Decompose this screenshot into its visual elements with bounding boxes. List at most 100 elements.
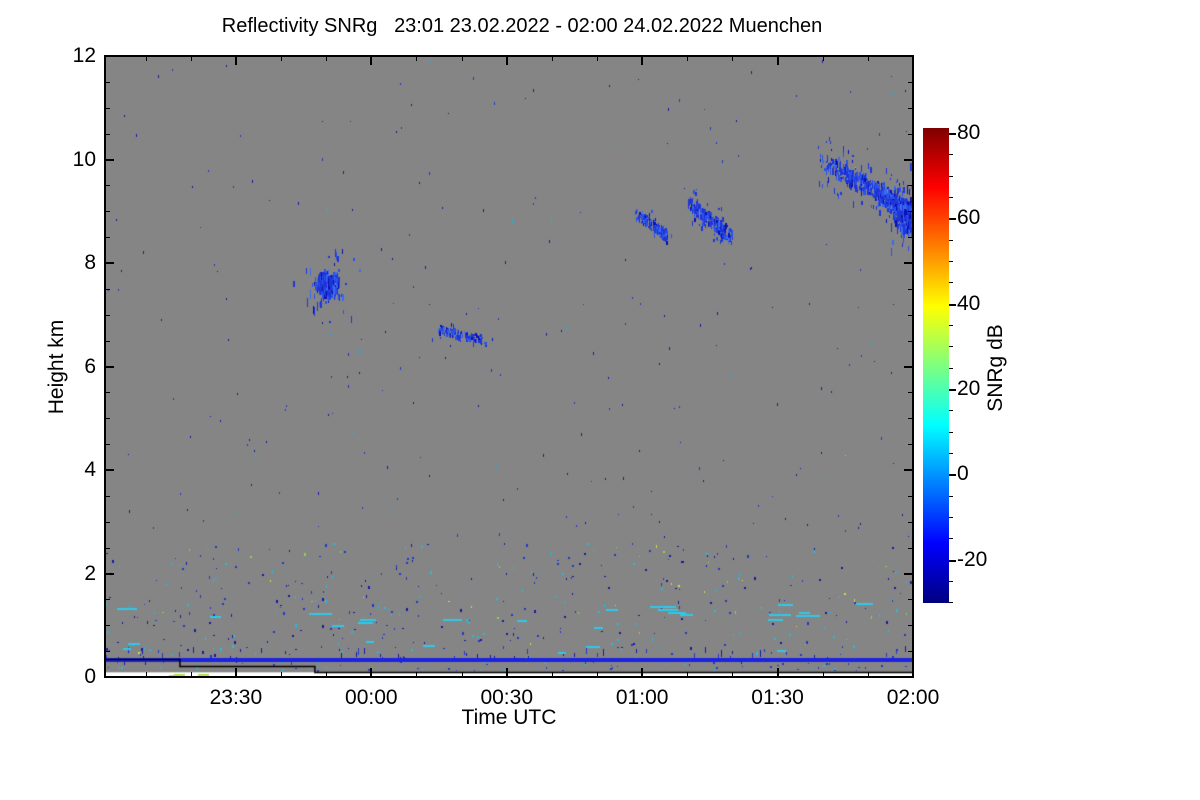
x-minor-tick bbox=[822, 57, 824, 61]
x-minor-tick bbox=[190, 57, 192, 61]
y-tick-label: 2 bbox=[84, 561, 96, 585]
colorbar-tick bbox=[949, 367, 953, 369]
x-minor-tick bbox=[597, 672, 599, 676]
x-minor-tick bbox=[732, 57, 734, 61]
y-minor-tick bbox=[908, 418, 912, 420]
colorbar-tick bbox=[949, 474, 956, 477]
y-minor-tick bbox=[908, 340, 912, 342]
colorbar-tick bbox=[949, 133, 956, 136]
y-minor-tick bbox=[106, 185, 110, 187]
colorbar-tick-label: 40 bbox=[957, 291, 981, 315]
x-minor-tick bbox=[597, 57, 599, 61]
y-minor-tick bbox=[908, 547, 912, 549]
x-minor-tick bbox=[190, 672, 192, 676]
y-minor-tick bbox=[106, 625, 110, 627]
x-minor-tick bbox=[551, 57, 553, 61]
x-minor-tick bbox=[461, 672, 463, 676]
y-tick bbox=[904, 572, 912, 575]
y-minor-tick bbox=[106, 314, 110, 316]
colorbar-tick bbox=[949, 239, 953, 241]
x-tick-label: 02:00 bbox=[886, 686, 940, 709]
colorbar-tick bbox=[949, 495, 953, 497]
colorbar-tick-label: 0 bbox=[957, 462, 969, 486]
y-minor-tick bbox=[106, 107, 110, 109]
y-minor-tick bbox=[908, 495, 912, 497]
x-minor-tick bbox=[732, 672, 734, 676]
y-minor-tick bbox=[908, 651, 912, 653]
y-minor-tick bbox=[106, 444, 110, 446]
y-tick bbox=[904, 55, 912, 57]
y-tick bbox=[904, 262, 912, 264]
x-minor-tick bbox=[416, 57, 418, 61]
y-tick bbox=[106, 469, 114, 471]
colorbar-tick-label: 60 bbox=[957, 206, 981, 230]
y-tick-label: 0 bbox=[84, 665, 96, 688]
y-minor-tick bbox=[908, 288, 912, 290]
y-tick-label: 8 bbox=[84, 251, 96, 274]
y-tick bbox=[904, 469, 912, 471]
y-minor-tick bbox=[908, 314, 912, 316]
y-minor-tick bbox=[106, 495, 110, 497]
x-tick bbox=[234, 57, 237, 65]
colorbar-tick bbox=[949, 452, 953, 454]
colorbar-tick bbox=[949, 218, 956, 221]
x-minor-tick bbox=[281, 57, 283, 61]
x-tick-label: 01:30 bbox=[751, 686, 804, 709]
x-tick bbox=[912, 668, 914, 676]
x-tick-label: 23:30 bbox=[209, 686, 263, 709]
colorbar-tick bbox=[949, 303, 956, 306]
x-minor-tick bbox=[551, 672, 553, 676]
y-tick bbox=[106, 158, 114, 161]
x-minor-tick bbox=[867, 672, 869, 676]
colorbar-tick bbox=[949, 580, 953, 582]
x-minor-tick bbox=[281, 672, 283, 676]
x-minor-tick bbox=[867, 57, 869, 61]
x-minor-tick bbox=[822, 672, 824, 676]
colorbar-tick bbox=[949, 282, 953, 284]
y-minor-tick bbox=[908, 81, 912, 83]
y-tick bbox=[106, 676, 114, 678]
colorbar-tick-label: -20 bbox=[957, 547, 988, 571]
y-minor-tick bbox=[106, 392, 110, 394]
x-minor-tick bbox=[461, 57, 463, 61]
y-minor-tick bbox=[106, 288, 110, 290]
y-tick bbox=[106, 572, 114, 575]
colorbar-gradient bbox=[923, 128, 949, 603]
y-minor-tick bbox=[106, 547, 110, 549]
x-axis-label: Time UTC bbox=[461, 706, 557, 729]
x-tick bbox=[912, 57, 914, 65]
x-minor-tick bbox=[326, 672, 328, 676]
y-minor-tick bbox=[908, 625, 912, 627]
y-tick-label: 4 bbox=[84, 458, 96, 481]
colorbar-tick bbox=[949, 346, 953, 348]
y-minor-tick bbox=[908, 444, 912, 446]
colorbar-tick bbox=[949, 388, 956, 391]
x-tick bbox=[641, 668, 644, 676]
plot-canvas bbox=[105, 56, 913, 677]
colorbar-tick bbox=[949, 261, 953, 263]
chart-title: Reflectivity SNRg 23:01 23.02.2022 - 02:… bbox=[221, 15, 823, 37]
x-tick bbox=[370, 668, 373, 676]
x-tick bbox=[641, 57, 644, 65]
colorbar-tick bbox=[949, 516, 953, 518]
y-tick bbox=[904, 676, 912, 678]
y-tick-label: 6 bbox=[84, 354, 96, 378]
x-tick bbox=[234, 668, 237, 676]
x-tick bbox=[776, 668, 779, 676]
x-tick bbox=[505, 57, 508, 65]
y-minor-tick bbox=[908, 185, 912, 187]
x-minor-tick bbox=[416, 672, 418, 676]
y-tick-label: 12 bbox=[72, 44, 96, 67]
y-tick bbox=[106, 365, 114, 368]
y-minor-tick bbox=[106, 211, 110, 213]
y-tick bbox=[106, 55, 114, 57]
colorbar-tick-label: 20 bbox=[957, 376, 981, 400]
y-minor-tick bbox=[908, 211, 912, 213]
x-minor-tick bbox=[687, 57, 689, 61]
y-tick-label: 10 bbox=[72, 147, 96, 171]
colorbar-tick bbox=[949, 538, 953, 540]
y-minor-tick bbox=[106, 133, 110, 135]
x-minor-tick bbox=[145, 672, 147, 676]
x-tick-label: 00:00 bbox=[345, 686, 398, 709]
y-minor-tick bbox=[908, 521, 912, 523]
